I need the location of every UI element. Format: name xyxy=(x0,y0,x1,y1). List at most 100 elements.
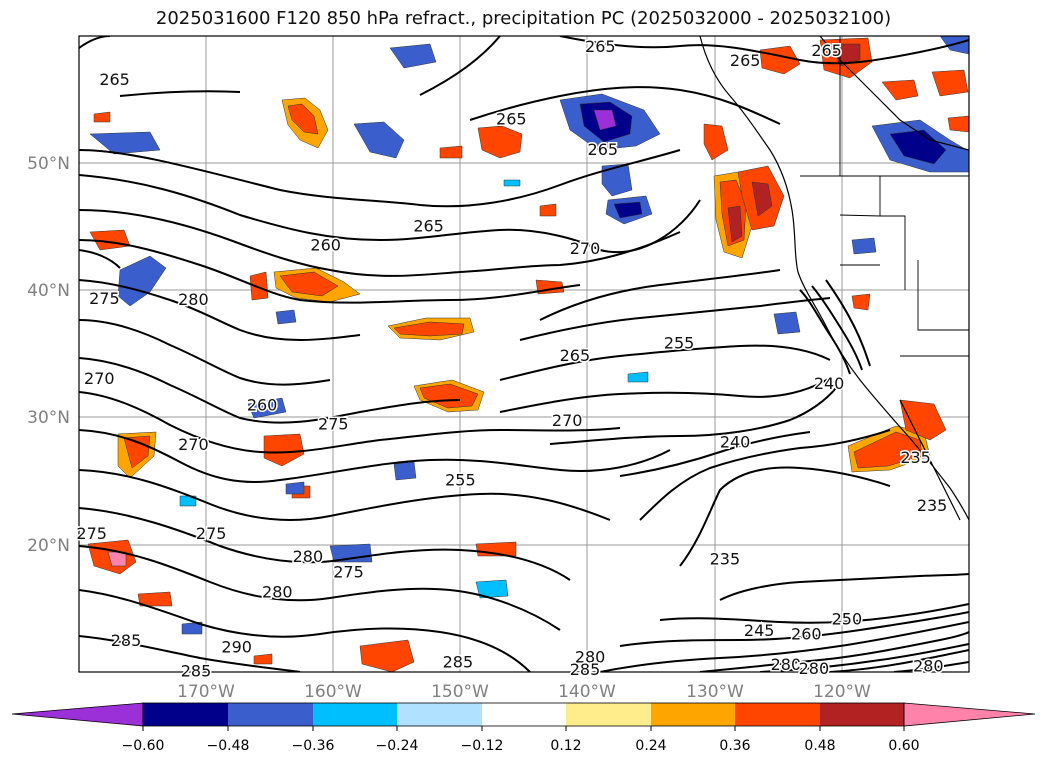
contour-label: 280 xyxy=(799,659,830,678)
contour-label: 280 xyxy=(293,547,324,566)
precip-area xyxy=(899,399,947,441)
contour-label: 275 xyxy=(196,524,227,543)
contour-line xyxy=(699,631,969,672)
contour-label: 270 xyxy=(178,435,209,454)
precip-area xyxy=(275,309,297,325)
colorbar-segment xyxy=(313,703,397,726)
contour-line xyxy=(79,149,681,208)
border-path xyxy=(879,176,906,290)
colorbar-segment xyxy=(651,703,735,726)
colorbar-segment xyxy=(820,703,904,726)
precip-area xyxy=(593,109,617,131)
lon-label: 170°W xyxy=(177,682,235,702)
contour-label: 235 xyxy=(900,448,931,467)
precip-area xyxy=(751,181,773,217)
contour-label: 270 xyxy=(570,239,601,258)
precip-area xyxy=(773,311,801,335)
colorbar-tick-label: 0.24 xyxy=(635,738,666,754)
contour-label: 280 xyxy=(771,655,802,674)
contour-label: 260 xyxy=(247,396,278,415)
contour-label: 235 xyxy=(917,496,948,515)
contour-line xyxy=(79,589,531,672)
precip-area xyxy=(353,121,405,159)
precip-area xyxy=(287,103,319,135)
contour-label: 265 xyxy=(99,70,130,89)
colorbar-tick-label: −0.12 xyxy=(461,738,504,754)
colorbar-segment xyxy=(397,703,482,726)
precip-area xyxy=(613,201,643,219)
contour-label: 265 xyxy=(496,110,527,129)
lat-label: 20°N xyxy=(27,536,70,556)
precip-area xyxy=(503,179,521,187)
contour-label: 275 xyxy=(333,562,364,581)
colorbar-ticks xyxy=(142,726,905,731)
contour-line xyxy=(825,279,871,367)
precip-area xyxy=(249,271,269,301)
contour-line xyxy=(619,611,969,647)
border-path xyxy=(917,260,969,331)
precip-area xyxy=(253,653,273,665)
precip-area xyxy=(285,481,305,495)
refractivity-contours xyxy=(79,36,969,672)
contour-line xyxy=(419,36,501,96)
map-frame xyxy=(78,35,970,673)
contour-line xyxy=(539,269,781,321)
colorbar-tick-label: −0.36 xyxy=(292,738,335,754)
colorbar-outline xyxy=(142,702,905,727)
colorbar-tick-label: 0.12 xyxy=(550,738,581,754)
contour-line xyxy=(519,297,831,341)
lon-label: 160°W xyxy=(304,682,362,702)
contour-line xyxy=(759,643,969,672)
contour-line xyxy=(119,90,241,97)
map-title: 2025031600 F120 850 hPa refract., precip… xyxy=(155,8,892,29)
contour-line xyxy=(79,635,301,672)
latitude-labels: 50°N 40°N 30°N 20°N xyxy=(27,154,70,556)
contour-label: 280 xyxy=(913,656,944,675)
contour-label: 280 xyxy=(262,583,293,602)
contour-line xyxy=(79,507,571,581)
contour-label: 240 xyxy=(814,374,845,393)
precip-area xyxy=(117,255,167,307)
contour-label: 255 xyxy=(664,333,695,352)
lat-label: 30°N xyxy=(27,408,70,428)
colorbar: −0.60 −0.48 −0.36 −0.24 −0.12 0.12 0.24 … xyxy=(11,702,1036,754)
contour-label: 280 xyxy=(575,648,606,667)
contour-label: 265 xyxy=(560,346,591,365)
lon-label: 120°W xyxy=(813,682,871,702)
colorbar-extend-max xyxy=(903,702,1036,727)
contour-line xyxy=(559,36,969,65)
precip-area xyxy=(601,163,633,197)
precip-negative-areas xyxy=(89,36,969,635)
colorbar-segment xyxy=(566,703,651,726)
precip-area xyxy=(539,203,557,217)
border-path xyxy=(839,214,881,217)
political-borders xyxy=(800,36,969,357)
precip-area xyxy=(477,125,523,159)
colorbar-segment xyxy=(482,703,566,726)
contour-line xyxy=(79,545,561,631)
colorbar-tick-label: −0.24 xyxy=(376,738,419,754)
contour-label: 265 xyxy=(588,140,619,159)
contour-line xyxy=(79,249,121,269)
precip-area xyxy=(439,145,463,159)
contour-label: 260 xyxy=(310,235,341,254)
contour-line xyxy=(829,649,969,672)
contour-label: 265 xyxy=(811,41,842,60)
contour-line xyxy=(639,429,891,521)
contour-line xyxy=(79,239,581,304)
contour-line xyxy=(893,661,969,672)
contour-line xyxy=(79,319,331,386)
contour-line xyxy=(499,344,831,381)
contour-label: 285 xyxy=(443,653,474,672)
precip-area xyxy=(389,43,437,69)
contour-label: 285 xyxy=(111,631,142,650)
precip-positive-areas xyxy=(87,37,969,672)
colorbar-segment xyxy=(143,703,228,726)
coastline-path xyxy=(899,399,961,521)
longitude-labels: 170°W 160°W 150°W 140°W 130°W 120°W xyxy=(177,682,871,702)
colorbar-tick-labels: −0.60 −0.48 −0.36 −0.24 −0.12 0.12 0.24 … xyxy=(122,738,920,754)
lon-label: 130°W xyxy=(686,682,744,702)
contour-line xyxy=(469,86,781,125)
precip-area xyxy=(889,129,947,165)
